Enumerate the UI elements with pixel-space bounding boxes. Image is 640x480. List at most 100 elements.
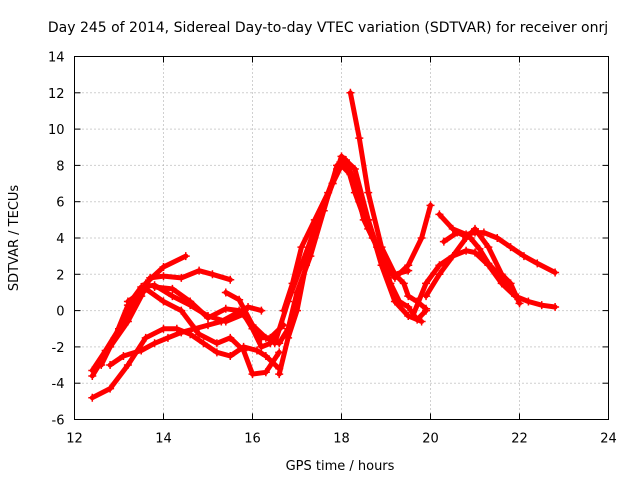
series-line-s4	[89, 326, 282, 401]
y-tick-label: 14	[48, 51, 65, 66]
data-point	[435, 210, 444, 219]
data-point	[141, 284, 150, 293]
data-point	[484, 243, 493, 252]
data-point	[417, 234, 426, 242]
data-point	[123, 361, 132, 370]
data-point	[426, 201, 435, 210]
data-point	[168, 284, 177, 293]
data-point	[551, 302, 560, 311]
data-point	[297, 261, 306, 270]
x-tick-label: 14	[155, 432, 172, 447]
x-tick-label: 24	[600, 432, 617, 447]
series-s6	[123, 284, 284, 379]
data-point	[217, 317, 226, 326]
data-point	[284, 333, 293, 342]
data-point	[537, 301, 546, 310]
data-point	[493, 234, 502, 242]
data-point	[328, 179, 337, 188]
data-point	[212, 339, 221, 348]
data-point	[150, 283, 159, 292]
data-point	[261, 333, 270, 342]
data-point	[106, 361, 115, 370]
data-point	[110, 333, 119, 342]
data-point	[141, 333, 150, 342]
data-point	[377, 243, 386, 252]
data-point	[186, 297, 195, 306]
series-line-s5	[107, 304, 264, 368]
data-point	[204, 313, 212, 322]
series-s12	[270, 152, 426, 348]
data-point	[404, 302, 413, 311]
data-point	[422, 306, 431, 315]
data-point	[448, 224, 457, 233]
data-point	[519, 252, 528, 261]
data-point	[471, 248, 479, 257]
data-point	[475, 244, 484, 253]
grid	[74, 56, 609, 420]
data-point	[297, 243, 306, 252]
data-point	[355, 134, 364, 143]
data-point	[551, 268, 560, 277]
data-point	[106, 384, 115, 393]
y-tick-label: 6	[56, 196, 64, 211]
data-point	[346, 88, 355, 97]
data-point	[159, 324, 168, 333]
data-point	[310, 224, 319, 233]
data-point	[439, 237, 448, 246]
data-point	[146, 273, 155, 282]
data-point	[377, 261, 386, 270]
data-point	[404, 266, 413, 275]
x-tick-label: 22	[511, 432, 528, 447]
data-point	[195, 330, 204, 339]
data-point	[293, 306, 301, 315]
data-point	[88, 393, 97, 402]
data-point	[248, 370, 257, 379]
data-point	[337, 152, 346, 161]
data-point	[524, 297, 533, 306]
series-s5	[106, 302, 266, 370]
data-point	[364, 188, 373, 197]
data-point	[177, 306, 186, 315]
data-point	[168, 292, 177, 301]
data-point	[466, 234, 475, 242]
data-point	[150, 339, 159, 348]
y-tick-label: 12	[48, 87, 65, 102]
data-point	[235, 295, 244, 304]
data-point	[226, 333, 235, 342]
data-point	[221, 304, 230, 313]
data-point	[177, 328, 186, 337]
y-tick-label: 2	[56, 268, 64, 283]
data-point	[195, 266, 204, 275]
data-point	[422, 279, 431, 288]
data-point	[248, 321, 257, 330]
data-point	[159, 272, 168, 281]
series-s16	[439, 228, 520, 299]
data-point	[453, 228, 462, 237]
y-tick-label: 10	[48, 123, 65, 138]
data-point	[390, 270, 399, 279]
data-point	[123, 297, 132, 306]
data-point	[208, 270, 217, 279]
data-point	[163, 333, 172, 342]
series-s4	[88, 324, 284, 402]
series-line-s12	[272, 153, 425, 346]
data-point	[435, 261, 444, 270]
data-point	[471, 228, 479, 237]
data-point	[239, 346, 248, 355]
data-point	[364, 215, 373, 224]
data-point	[257, 306, 266, 315]
data-point	[97, 361, 106, 370]
data-point	[137, 346, 146, 355]
y-tick-label: 0	[56, 305, 64, 320]
data-point	[515, 299, 524, 308]
y-tick-label: -2	[52, 341, 65, 356]
data-point	[257, 342, 266, 351]
data-point	[252, 346, 261, 355]
data-point	[275, 348, 284, 357]
data-point	[235, 306, 244, 315]
chart-title: Day 245 of 2014, Sidereal Day-to-day VTE…	[48, 20, 608, 36]
y-axis-label: SDTVAR / TECUs	[7, 185, 22, 292]
y-tick-label: -6	[52, 414, 65, 429]
data-point	[159, 297, 168, 306]
